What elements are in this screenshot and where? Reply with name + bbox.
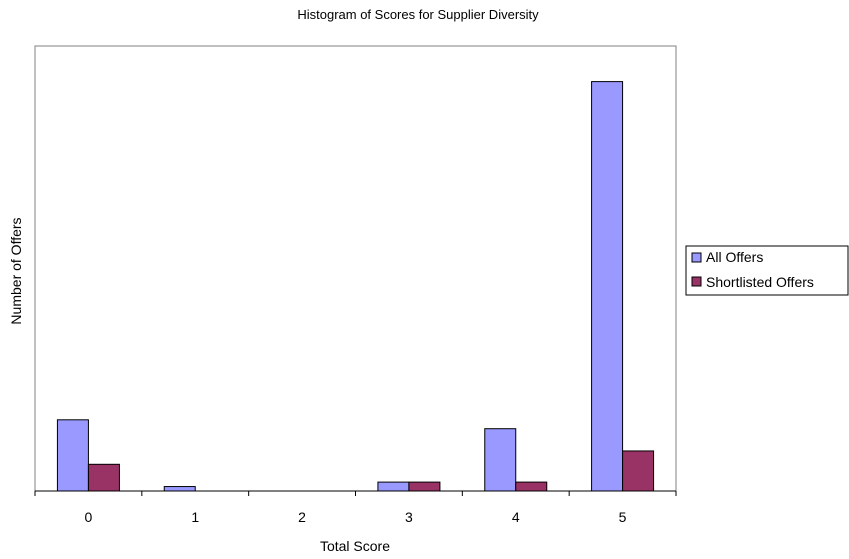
- bar-all-offers-0: [56, 419, 89, 492]
- x-tick-label-5: 5: [619, 509, 627, 525]
- legend-swatch-all-offers: [691, 252, 702, 263]
- chart-title: Histogram of Scores for Supplier Diversi…: [297, 7, 539, 22]
- bar-all-offers-4: [484, 428, 517, 492]
- x-tick-label-1: 1: [191, 509, 199, 525]
- x-tick-label-0: 0: [85, 509, 93, 525]
- legend-box: [685, 245, 849, 296]
- x-tick-label-4: 4: [512, 509, 520, 525]
- x-axis-ticks: [34, 491, 677, 496]
- x-axis-label: Total Score: [320, 538, 390, 554]
- legend: All Offers Shortlisted Offers: [685, 245, 849, 296]
- bar-shortlisted-offers-5: [622, 450, 655, 492]
- bar-shortlisted-offers-4: [515, 481, 548, 492]
- x-axis-tick-labels: 0 1 2 3 4 5: [85, 509, 627, 525]
- bar-all-offers-1: [163, 486, 196, 492]
- bar-shortlisted-offers-0: [87, 463, 120, 492]
- bar-all-offers-5: [591, 81, 624, 492]
- legend-swatch-shortlisted-offers: [691, 276, 702, 287]
- bar-all-offers-3: [377, 481, 410, 492]
- y-axis-label: Number of Offers: [8, 217, 24, 324]
- x-tick-label-2: 2: [298, 509, 306, 525]
- bars-group: [56, 81, 655, 492]
- x-tick-label-3: 3: [405, 509, 413, 525]
- legend-label-all-offers: All Offers: [706, 249, 763, 265]
- plot-area: [34, 45, 677, 492]
- bar-shortlisted-offers-3: [408, 481, 441, 492]
- legend-label-shortlisted-offers: Shortlisted Offers: [706, 274, 814, 290]
